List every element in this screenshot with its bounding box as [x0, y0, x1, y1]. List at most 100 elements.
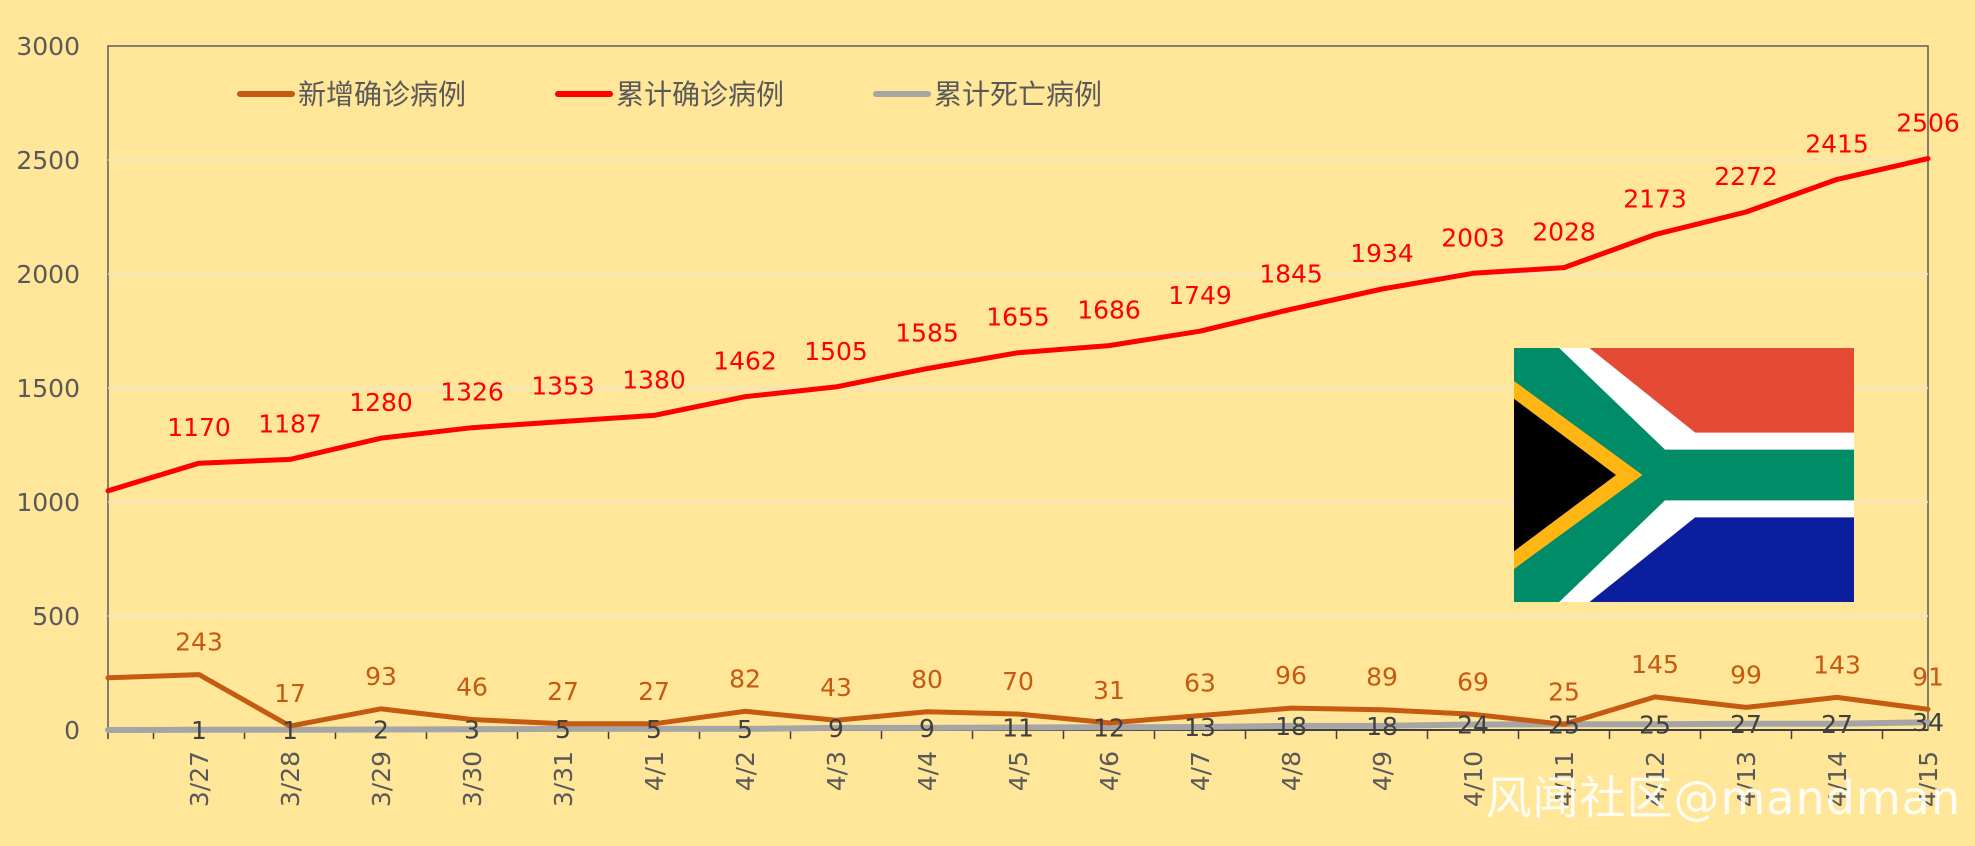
data-label: 2028 [1532, 218, 1596, 247]
x-tick-label: 4/5 [1004, 751, 1033, 791]
x-tick-label: 4/12 [1641, 751, 1670, 807]
data-label: 93 [365, 662, 397, 691]
x-tick-label: 4/14 [1823, 751, 1852, 807]
legend: 新增确诊病例 累计确诊病例 累计死亡病例 [237, 78, 1102, 111]
legend-label-1: 累计确诊病例 [616, 78, 784, 111]
data-label: 69 [1457, 667, 1489, 696]
series-lines [105, 156, 1931, 733]
data-label: 96 [1275, 661, 1307, 690]
data-label: 1462 [713, 347, 777, 376]
data-label: 63 [1184, 669, 1216, 698]
data-label: 13 [1184, 713, 1216, 742]
y-tick-label: 0 [64, 716, 80, 745]
data-label: 91 [1912, 662, 1944, 691]
y-tick-label: 1000 [16, 488, 80, 517]
x-tick-label: 3/27 [185, 751, 214, 807]
data-label: 18 [1366, 712, 1398, 741]
data-label: 243 [175, 628, 223, 657]
data-label: 2272 [1714, 162, 1778, 191]
x-tick-label: 4/9 [1368, 751, 1397, 791]
data-label: 1686 [1077, 296, 1141, 325]
data-label: 27 [547, 677, 579, 706]
x-tick-label: 3/30 [458, 751, 487, 807]
data-label: 24 [1457, 711, 1489, 740]
x-tick-label: 4/10 [1459, 751, 1488, 807]
data-label: 1585 [895, 319, 959, 348]
data-label: 11 [1002, 713, 1034, 742]
data-label: 1187 [258, 409, 322, 438]
x-tick-label: 3/31 [549, 751, 578, 807]
data-label: 80 [911, 665, 943, 694]
data-label: 34 [1912, 708, 1944, 737]
x-tick-label: 4/11 [1550, 751, 1579, 807]
watermark: 风闻社区@mandman [1485, 771, 1961, 825]
data-label: 27 [638, 677, 670, 706]
legend-label-0: 新增确诊病例 [298, 78, 466, 111]
data-label: 25 [1548, 710, 1580, 739]
data-label: 143 [1813, 650, 1861, 679]
flag-green-band [1514, 348, 1854, 602]
data-label: 1749 [1168, 281, 1232, 310]
y-tick-label: 2500 [16, 146, 80, 175]
y-axis-ticks: 0 500 1000 1500 2000 2500 3000 [16, 32, 80, 745]
data-label: 3 [464, 715, 480, 744]
data-label: 1655 [986, 303, 1050, 332]
series-line-1 [105, 156, 1931, 494]
data-label: 1 [191, 716, 207, 745]
data-label: 5 [646, 715, 662, 744]
flag-black-triangle [1514, 398, 1616, 552]
data-label: 18 [1275, 712, 1307, 741]
x-tick-label: 3/28 [276, 751, 305, 807]
south-africa-flag-icon [1514, 348, 1854, 602]
data-label: 1505 [804, 337, 868, 366]
data-label: 1326 [440, 378, 504, 407]
y-tick-label: 1500 [16, 374, 80, 403]
data-label: 5 [737, 715, 753, 744]
x-tick-label: 4/1 [640, 751, 669, 791]
data-label: 1380 [622, 365, 686, 394]
data-label: 1 [282, 716, 298, 745]
x-tick-label: 4/6 [1095, 751, 1124, 791]
data-label: 25 [1639, 710, 1671, 739]
data-label: 17 [274, 679, 306, 708]
legend-label-2: 累计死亡病例 [934, 78, 1102, 111]
series-line-2 [105, 719, 1931, 733]
data-label: 27 [1730, 710, 1762, 739]
data-label: 25 [1548, 677, 1580, 706]
x-tick-label: 4/7 [1186, 751, 1215, 791]
data-label: 43 [820, 673, 852, 702]
data-label: 2173 [1623, 185, 1687, 214]
data-label: 1170 [167, 413, 231, 442]
x-tick-label: 4/8 [1277, 751, 1306, 791]
x-axis-ticks: 3/27 3/28 3/29 3/30 3/31 4/1 4/2 4/3 4/4 4/5 4/6 4/… [107, 729, 1943, 807]
x-tick-label: 4/2 [731, 751, 760, 791]
data-label: 9 [828, 714, 844, 743]
data-label: 1934 [1350, 239, 1414, 268]
y-tick-label: 500 [32, 602, 80, 631]
data-label: 12 [1093, 713, 1125, 742]
y-tick-label: 3000 [16, 32, 80, 61]
data-label: 82 [729, 664, 761, 693]
data-label: 2506 [1896, 109, 1960, 138]
x-tick-label: 4/3 [822, 751, 851, 791]
x-tick-label: 4/15 [1914, 751, 1943, 807]
data-label: 9 [919, 714, 935, 743]
data-label: 70 [1002, 667, 1034, 696]
data-label: 145 [1631, 650, 1679, 679]
x-tick-label: 4/4 [913, 751, 942, 791]
data-label: 5 [555, 715, 571, 744]
x-tick-label: 4/13 [1732, 751, 1761, 807]
data-label: 46 [456, 673, 488, 702]
data-label: 2003 [1441, 223, 1505, 252]
data-label: 31 [1093, 676, 1125, 705]
data-label: 2415 [1805, 129, 1869, 158]
data-label: 2 [373, 716, 389, 745]
data-label: 1353 [531, 372, 595, 401]
data-label: 1280 [349, 388, 413, 417]
y-tick-label: 2000 [16, 260, 80, 289]
data-label: 1845 [1259, 259, 1323, 288]
data-label: 99 [1730, 660, 1762, 689]
